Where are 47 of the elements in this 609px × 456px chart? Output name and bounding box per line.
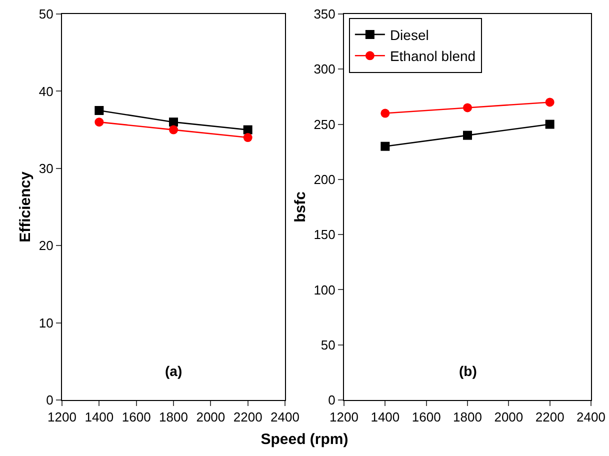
point <box>94 106 104 115</box>
y-tick-label: 50 <box>320 337 336 352</box>
x-axis-title: Speed (rpm) <box>260 431 350 448</box>
x-tick-label: 1200 <box>330 410 358 425</box>
point <box>463 103 472 112</box>
y-tick-label: 50 <box>38 6 54 22</box>
point <box>94 118 104 127</box>
point <box>463 130 472 140</box>
y-tick-label: 300 <box>314 62 336 77</box>
x-tick-label: 1800 <box>159 410 188 425</box>
y-tick-label: 350 <box>314 6 336 22</box>
x-tick-label: 2200 <box>535 410 564 425</box>
y-tick-label: 40 <box>38 84 54 99</box>
x-tick-label: 1600 <box>122 410 151 425</box>
x-tick-label: 1400 <box>84 410 114 425</box>
point <box>169 118 178 127</box>
point <box>380 142 390 151</box>
x-tick-label: 2400 <box>270 410 300 425</box>
point <box>243 125 252 134</box>
x-tick-label: 2400 <box>576 410 606 425</box>
x-tick-label: 1400 <box>370 410 400 425</box>
x-tick-label: 2200 <box>233 410 262 425</box>
y-tick-label: 30 <box>38 160 54 176</box>
y-tick-label: 150 <box>314 227 336 242</box>
point <box>545 120 554 129</box>
annotation: (b) <box>459 363 477 379</box>
y-tick-label: 0 <box>328 392 336 408</box>
legend-label: Diesel <box>390 26 429 43</box>
y-axis-title: Efficiency <box>17 170 34 242</box>
y-tick-label: 20 <box>38 238 54 254</box>
point <box>545 98 554 107</box>
y-tick-label: 250 <box>314 116 336 132</box>
x-tick-label: 2000 <box>196 410 226 425</box>
y-tick-label: 0 <box>46 392 54 408</box>
point <box>169 125 178 134</box>
x-tick-label: 1600 <box>412 410 441 425</box>
y-tick-label: 200 <box>314 172 336 187</box>
point <box>243 133 252 142</box>
point <box>380 108 390 118</box>
y-tick-label: 100 <box>314 282 336 298</box>
y-tick-label: 10 <box>38 315 54 330</box>
y-axis-title: bsfc <box>292 192 309 222</box>
x-tick-label: 2000 <box>494 410 524 425</box>
annotation: (a) <box>165 363 182 379</box>
legend-label: Ethanol blend <box>390 48 476 64</box>
x-tick-label: 1800 <box>453 410 482 425</box>
x-tick-label: 1200 <box>48 410 76 425</box>
